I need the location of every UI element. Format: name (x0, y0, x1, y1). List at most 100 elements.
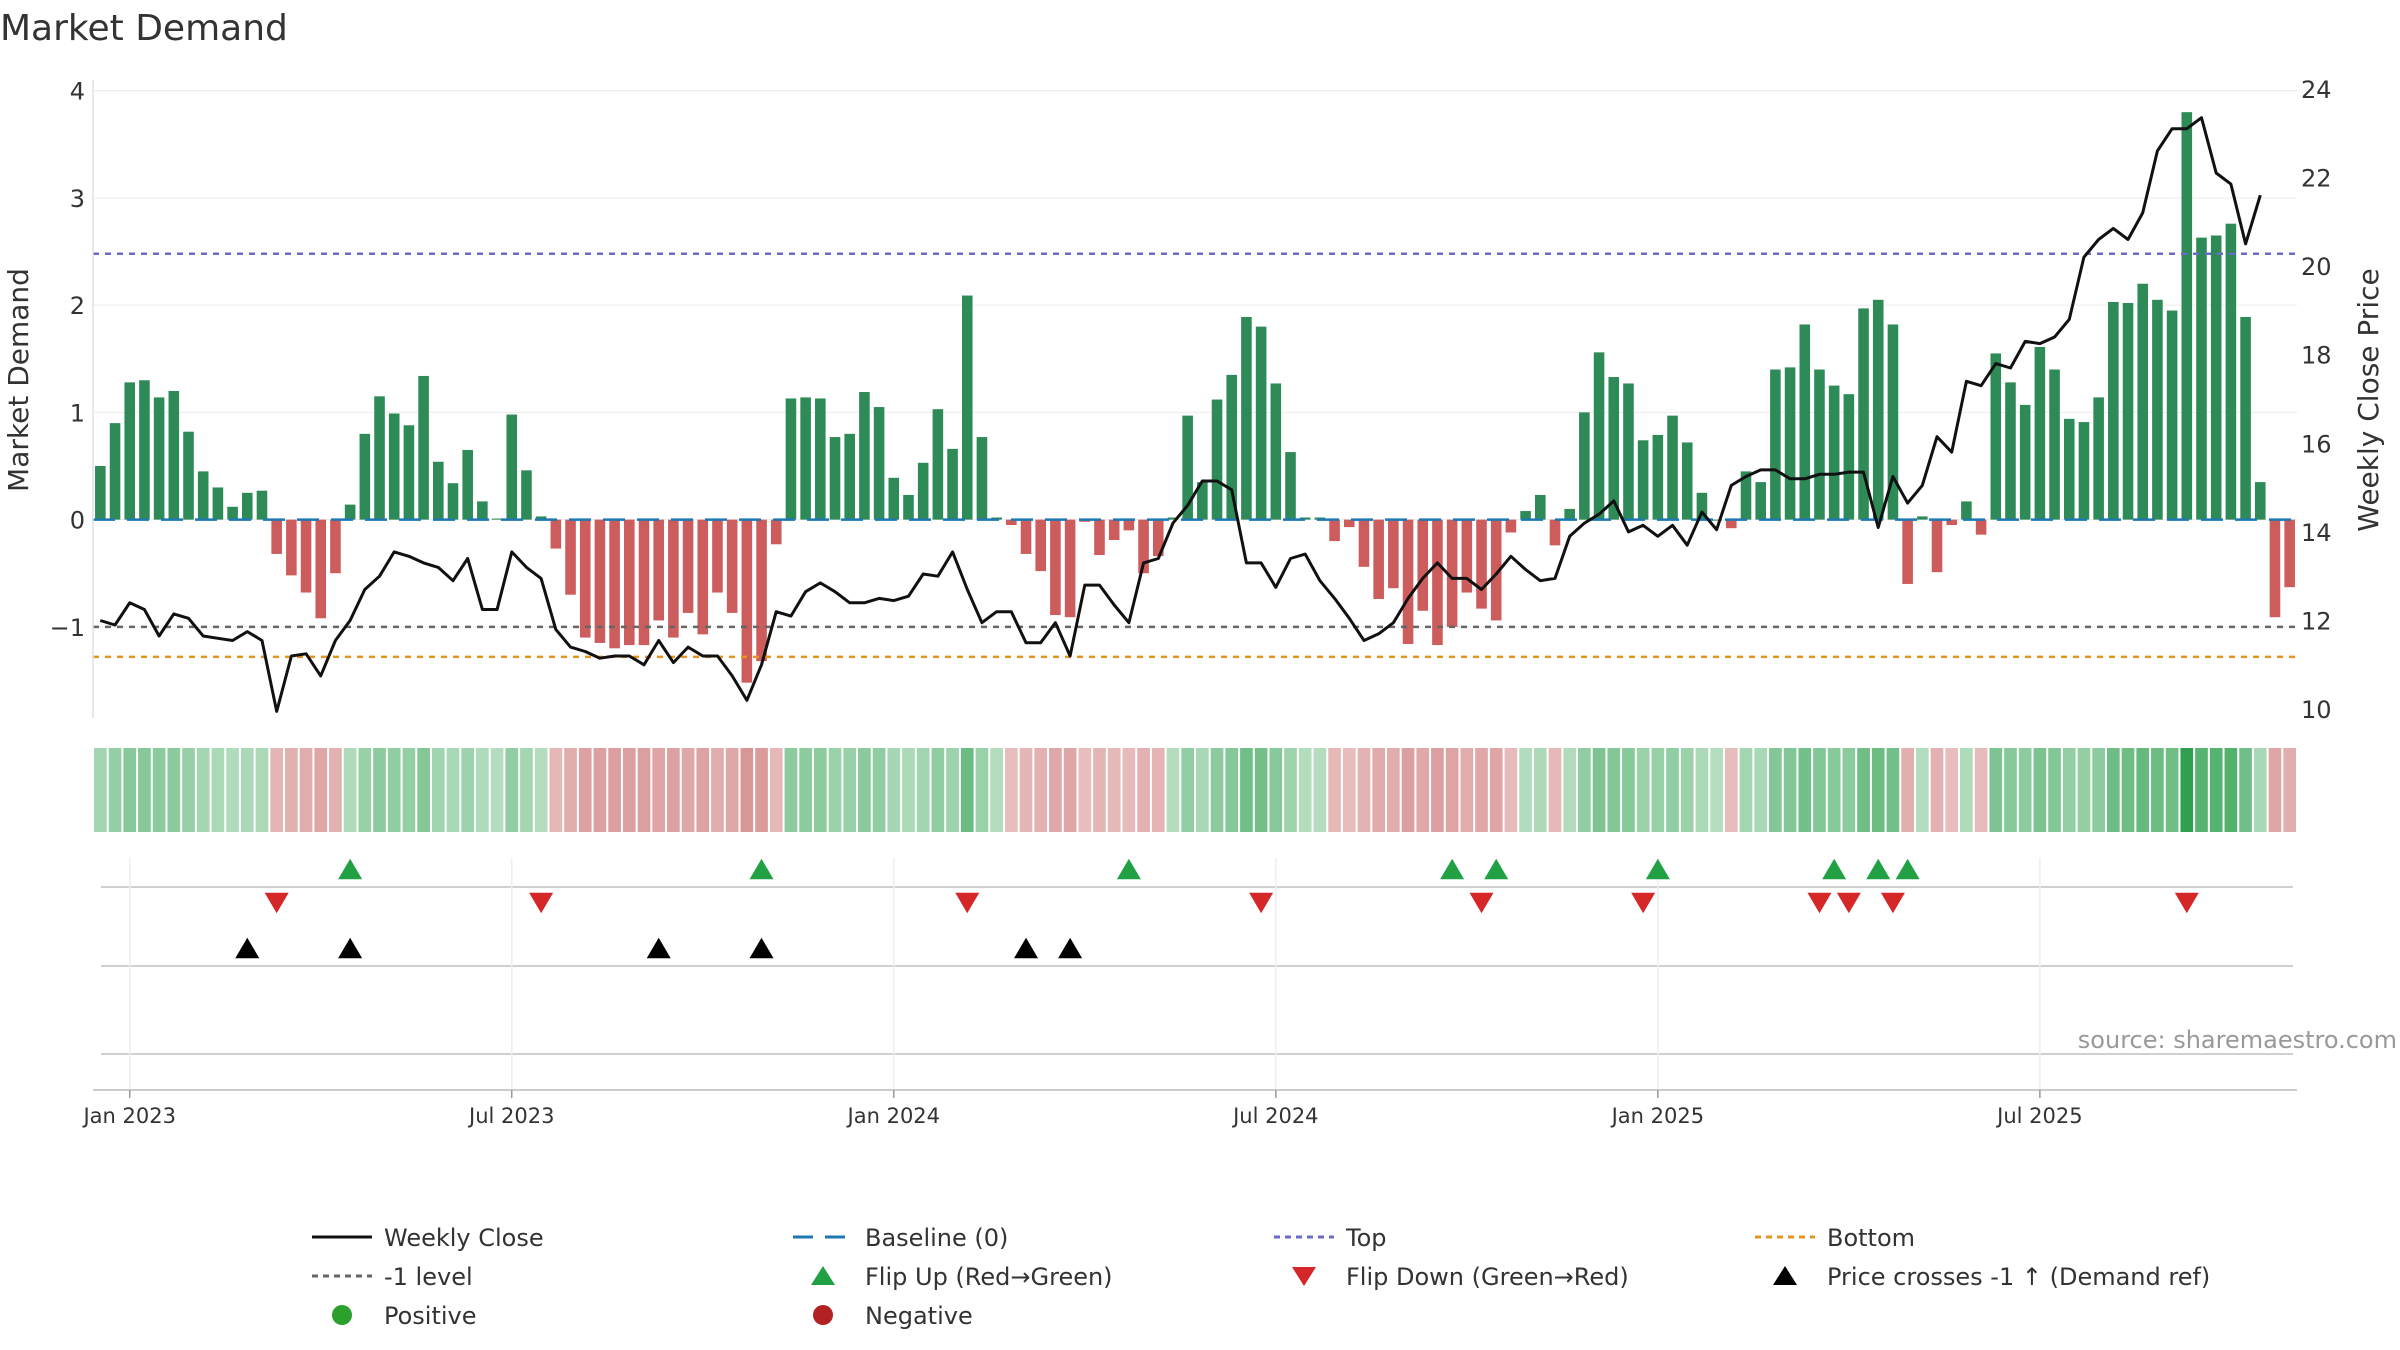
demand-bar (770, 519, 782, 545)
demand-bar (212, 487, 224, 520)
heat-cell (2004, 748, 2017, 832)
demand-bar (1182, 415, 1193, 520)
demand-bar (139, 380, 150, 520)
demand-bar (1799, 324, 1811, 520)
demand-bar (785, 398, 797, 520)
heat-cell (2121, 748, 2135, 832)
legend-label-flip-down: Flip Down (Green→Red) (1346, 1263, 1629, 1291)
y-tick-label: 1 (70, 399, 85, 427)
demand-bar (1285, 452, 1296, 520)
heat-cell (108, 748, 122, 832)
heat-cell (755, 748, 768, 832)
heat-cell (2209, 748, 2223, 832)
demand-bar (2108, 301, 2119, 520)
heat-cell (505, 748, 519, 832)
demand-bar (1461, 519, 1473, 593)
heat-cell (1372, 748, 1386, 832)
demand-bar (315, 519, 327, 619)
demand-bar (1358, 519, 1370, 567)
demand-bar (1520, 511, 1531, 520)
demand-bar (2240, 316, 2251, 520)
heat-cell (1181, 748, 1194, 832)
demand-bar (1726, 519, 1737, 529)
legend-label-minus-one: -1 level (384, 1263, 473, 1291)
heat-cell (608, 748, 621, 832)
heat-cell (740, 748, 754, 832)
demand-bar (726, 519, 738, 613)
demand-bar (1226, 374, 1238, 520)
heat-cell (1901, 748, 1914, 832)
demand-bar (1872, 299, 1884, 520)
demand-bar (300, 519, 312, 593)
flip-up-marker (749, 858, 774, 880)
legend: Weekly Close Baseline (0) Top Bottom -1 leve… (312, 1224, 2210, 1330)
heat-cell (1489, 748, 1503, 832)
demand-bar (712, 519, 723, 593)
heat-cell (476, 748, 489, 832)
heat-cell (1196, 748, 1209, 832)
demand-bar (2063, 418, 2075, 520)
flip-up-marker (1440, 858, 1465, 880)
demand-bar (1608, 377, 1620, 520)
heat-cell (314, 748, 328, 832)
demand-bar (1476, 519, 1487, 609)
demand-bar (2122, 303, 2134, 520)
heat-cell (1666, 748, 1679, 832)
demand-bar (183, 431, 194, 520)
demand-bar (1123, 519, 1135, 531)
heat-cell (1004, 748, 1018, 832)
heat-cell (1445, 748, 1459, 832)
heat-cell (167, 748, 181, 832)
heat-cell (1695, 748, 1709, 832)
demand-bar (1197, 482, 1208, 520)
demand-bar (153, 397, 165, 520)
heat-cell (1254, 748, 1268, 832)
demand-bar (873, 407, 885, 520)
x-axis: Jan 2023 Jul 2023 Jan 2024 Jul 2024 Jan 2025… (81, 1089, 2297, 1128)
demand-bar (917, 462, 929, 520)
demand-bar (168, 390, 180, 520)
heat-cell (593, 748, 607, 832)
price-cross-marker (1058, 937, 1083, 959)
heat-cell (446, 748, 460, 832)
heat-cell (182, 748, 195, 832)
heat-cell (2106, 748, 2120, 832)
heat-cell (211, 748, 225, 832)
demand-bar (829, 437, 841, 520)
flip-down-marker (2174, 892, 2199, 914)
flip-down-marker (1249, 892, 1274, 914)
heat-cell (255, 748, 269, 832)
heat-cell (2195, 748, 2208, 832)
heat-cell (916, 748, 930, 832)
demand-bar (1535, 494, 1546, 520)
demand-bar (1432, 519, 1443, 646)
heat-cell (549, 748, 563, 832)
demand-bar (903, 494, 914, 520)
heat-cell (417, 748, 430, 832)
heat-cell (152, 748, 166, 832)
heat-cell (1387, 748, 1400, 832)
heat-cell (1783, 748, 1797, 832)
legend-label-negative: Negative (865, 1302, 973, 1330)
heat-cell (1240, 748, 1253, 832)
heat-cell (1504, 748, 1518, 832)
heat-cell (1636, 748, 1650, 832)
y2-tick-label: 18 (2301, 342, 2332, 370)
flip-down-marker (1469, 892, 1494, 914)
demand-bar (1917, 516, 1928, 520)
demand-bar (227, 506, 238, 520)
heat-cell (1328, 748, 1341, 832)
demand-bar (1299, 517, 1311, 520)
gridlines (93, 90, 2297, 628)
demand-bar (2049, 369, 2060, 520)
demand-bar (477, 501, 488, 520)
flip-up-legend-glyph (811, 1266, 835, 1285)
demand-bar (2181, 112, 2193, 520)
heat-cell (2062, 748, 2076, 832)
heat-cell (1622, 748, 1635, 832)
heat-cell (1342, 748, 1356, 832)
demand-bar (359, 433, 371, 520)
demand-bar (109, 423, 121, 520)
demand-bar (1931, 519, 1943, 573)
heat-cell (711, 748, 724, 832)
